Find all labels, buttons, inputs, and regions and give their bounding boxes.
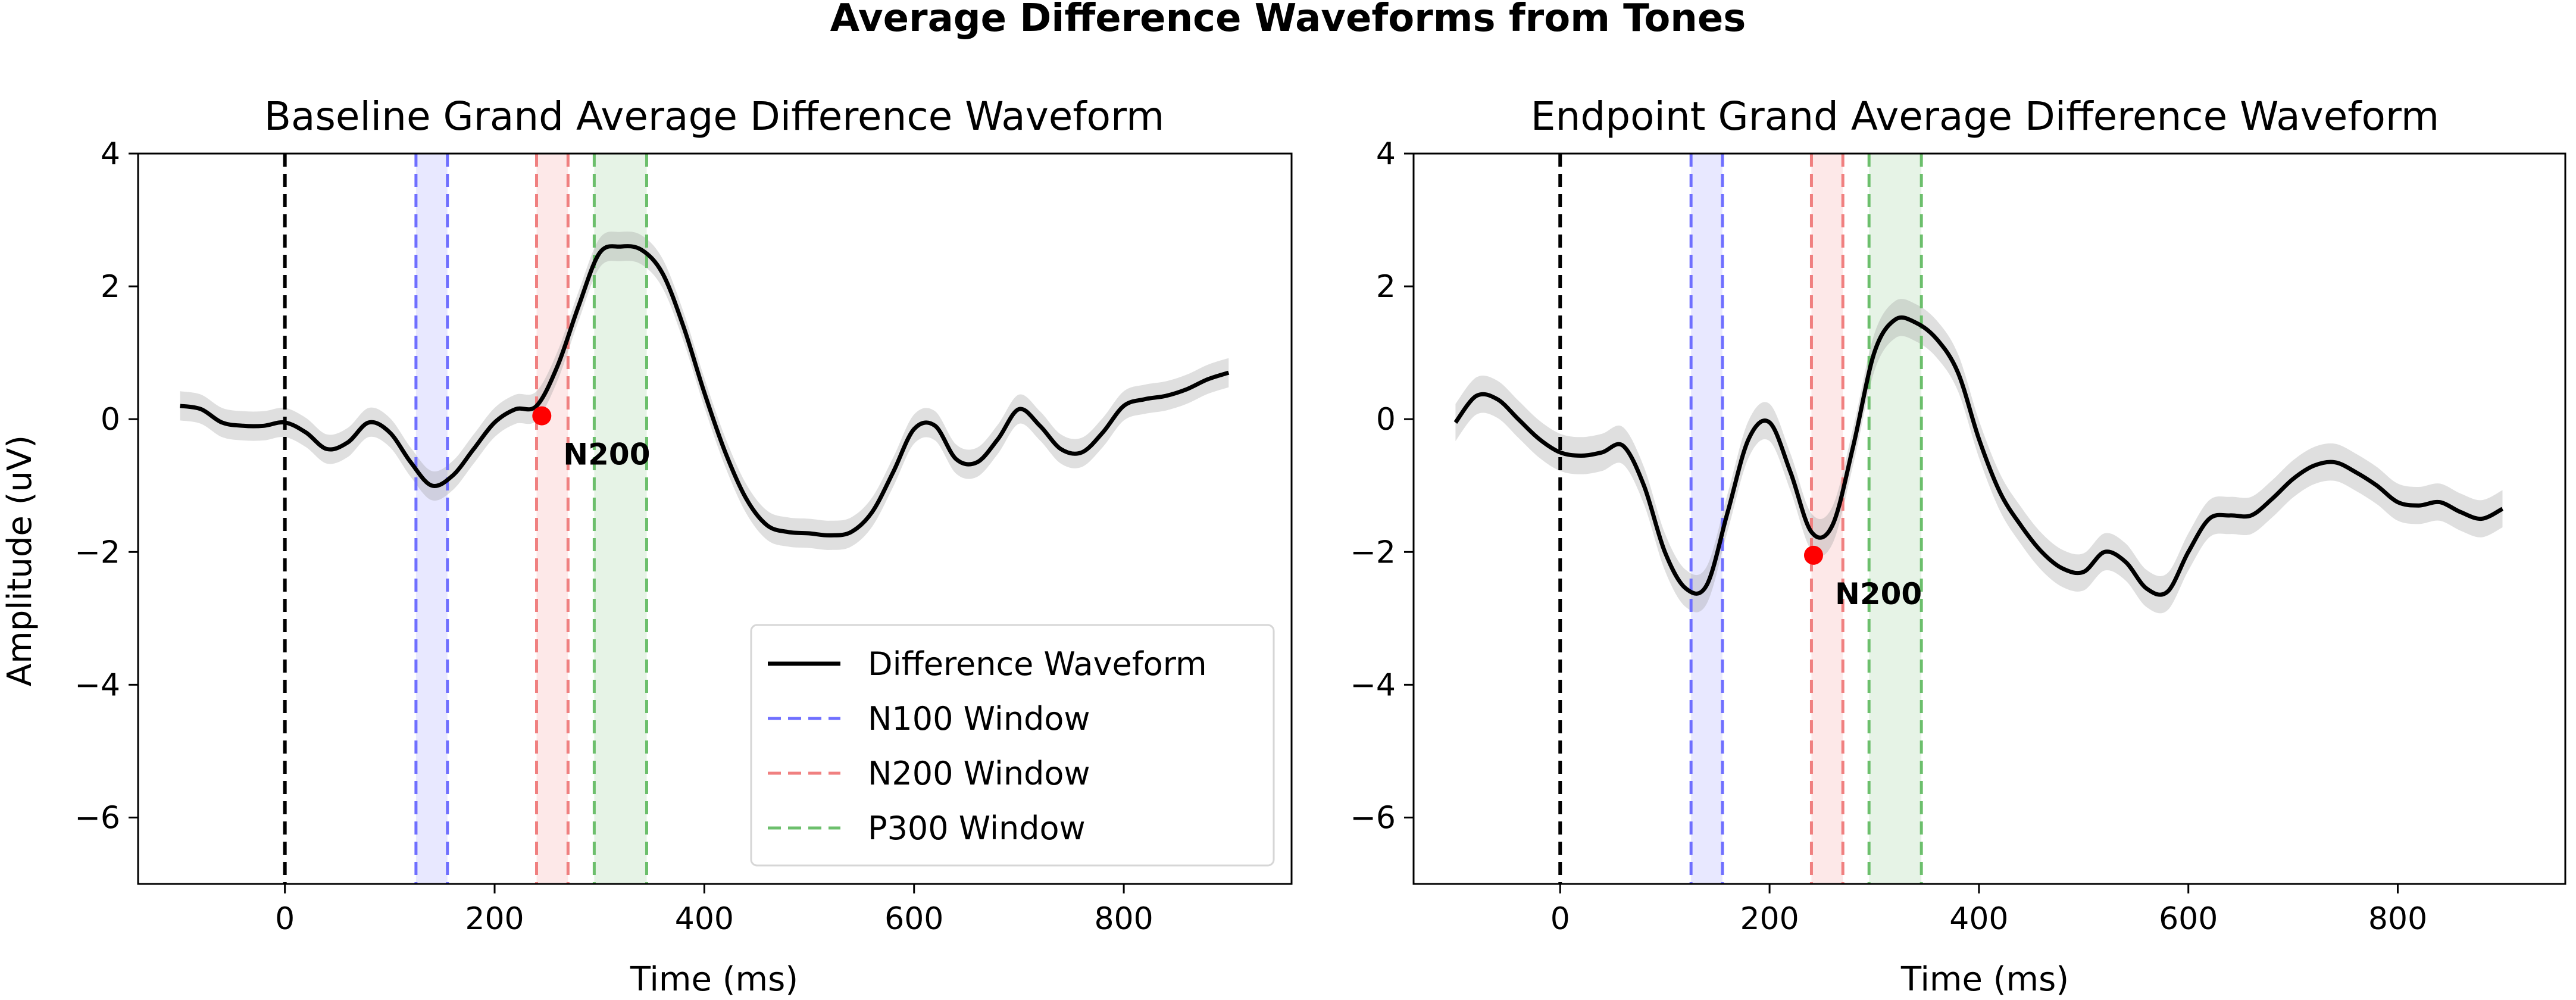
baseline-y-tick-label: −4 xyxy=(74,667,120,703)
endpoint-n200-window-band xyxy=(1811,154,1843,884)
endpoint-y-tick-label: −6 xyxy=(1350,800,1396,836)
endpoint-x-tick-label: 200 xyxy=(1740,901,1799,937)
endpoint-y-tick-label: −4 xyxy=(1350,667,1396,703)
endpoint-error-band xyxy=(1455,299,2503,614)
baseline-x-axis-label: Time (ms) xyxy=(630,960,798,999)
endpoint-y-tick-label: 4 xyxy=(1376,136,1396,172)
baseline-chart-title: Baseline Grand Average Difference Wavefo… xyxy=(264,93,1165,139)
baseline-p300-window-band xyxy=(594,154,647,884)
endpoint-plot-area xyxy=(1453,154,2504,884)
baseline-legend-label: Difference Waveform xyxy=(868,645,1207,683)
endpoint-y-tick-label: 0 xyxy=(1376,402,1396,438)
baseline-legend-label: P300 Window xyxy=(868,810,1086,847)
endpoint-n100-window-band xyxy=(1691,154,1722,884)
baseline-x-tick-label: 200 xyxy=(465,901,524,937)
baseline-x-tick-label: 0 xyxy=(275,901,295,937)
endpoint-n200-peak-label: N200 xyxy=(1835,577,1922,611)
endpoint-y-tick-label: −2 xyxy=(1350,535,1396,570)
endpoint-x-tick-label: 800 xyxy=(2368,901,2427,937)
baseline-legend: Difference Waveform N100 Window N200 Windo… xyxy=(750,624,1275,867)
baseline-x-tick-label: 800 xyxy=(1094,901,1153,937)
endpoint-waveform-line xyxy=(1453,315,2504,597)
baseline-n200-peak-marker xyxy=(532,406,552,426)
baseline-n200-peak-label: N200 xyxy=(563,438,650,472)
baseline-y-axis-label: Amplitude (uV) xyxy=(1,435,39,686)
baseline-y-tick-label: −6 xyxy=(74,800,120,836)
figure-title: Average Difference Waveforms from Tones xyxy=(830,0,1746,40)
baseline-plot-area xyxy=(179,154,1230,884)
endpoint-x-axis-label: Time (ms) xyxy=(1900,960,2069,999)
baseline-x-tick-label: 600 xyxy=(884,901,943,937)
endpoint-y-tick-label: 2 xyxy=(1376,269,1396,305)
endpoint-x-tick-label: 600 xyxy=(2159,901,2218,937)
endpoint-axes-frame xyxy=(1412,152,2566,885)
baseline-axes-frame xyxy=(137,152,1293,885)
endpoint-x-tick-label: 400 xyxy=(1949,901,2008,937)
baseline-panel: Baseline Grand Average Difference Wavefo… xyxy=(1,93,1293,999)
endpoint-chart-title: Endpoint Grand Average Difference Wavefo… xyxy=(1531,93,2439,139)
baseline-n100-window-band xyxy=(415,154,448,884)
baseline-y-tick-label: 0 xyxy=(101,402,120,438)
baseline-x-tick-label: 400 xyxy=(675,901,734,937)
baseline-waveform-line xyxy=(179,244,1230,538)
endpoint-x-tick-label: 0 xyxy=(1550,901,1570,937)
endpoint-p300-window-band xyxy=(1869,154,1922,884)
baseline-legend-label: N100 Window xyxy=(868,700,1090,738)
endpoint-panel: Endpoint Grand Average Difference Wavefo… xyxy=(1350,93,2566,999)
baseline-n200-window-band xyxy=(536,154,568,884)
baseline-legend-label: N200 Window xyxy=(868,755,1090,792)
baseline-y-tick-label: 4 xyxy=(101,136,120,172)
endpoint-n200-peak-marker xyxy=(1803,545,1823,565)
baseline-y-tick-label: 2 xyxy=(101,269,120,305)
baseline-y-tick-label: −2 xyxy=(74,535,120,570)
baseline-legend-frame xyxy=(750,624,1275,867)
